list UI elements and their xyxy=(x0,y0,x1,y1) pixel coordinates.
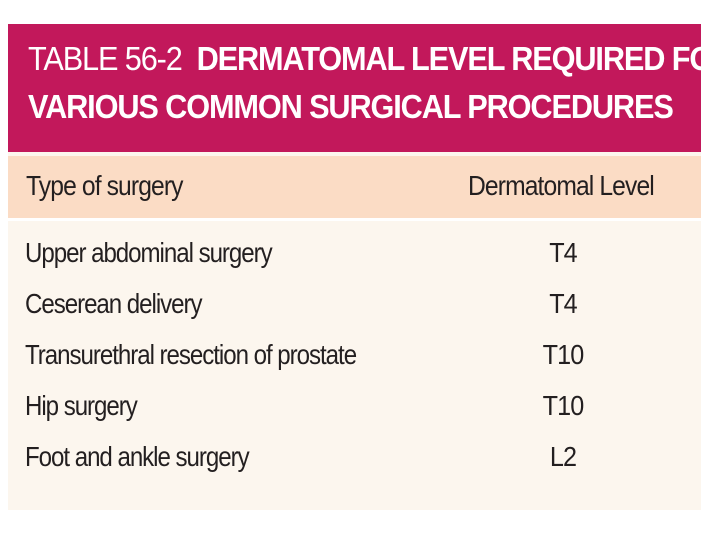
table-title-bar: TABLE 56-2 DERMATOMAL LEVEL REQUIRED FOR… xyxy=(8,24,720,152)
procedure-cell: Foot and ankle surgery xyxy=(25,441,250,472)
header-divider xyxy=(8,218,701,221)
procedure-cell: Upper abdominal surgery xyxy=(25,237,273,268)
table-title-line-2: VARIOUS COMMON SURGICAL PROCEDURES xyxy=(28,88,674,125)
table-row: Hip surgery T10 xyxy=(8,386,701,430)
level-cell: T4 xyxy=(549,288,578,319)
table-number: TABLE 56-2 xyxy=(28,40,183,77)
column-header-row: Type of surgery Dermatomal Level xyxy=(8,156,701,218)
table-title-text-1: DERMATOMAL LEVEL REQUIRED FOR xyxy=(196,40,720,77)
table-row: Upper abdominal surgery T4 xyxy=(8,233,701,277)
procedure-cell: Ceserean delivery xyxy=(25,288,203,319)
procedure-cell: Hip surgery xyxy=(25,390,138,421)
level-cell: L2 xyxy=(549,441,577,472)
procedure-cell: Transurethral resection of prostate xyxy=(25,339,357,370)
dermatomal-level-table: TABLE 56-2 DERMATOMAL LEVEL REQUIRED FOR… xyxy=(8,24,720,510)
level-cell: T10 xyxy=(542,339,585,370)
column-header-type: Type of surgery xyxy=(26,170,184,201)
table-title-line-1: TABLE 56-2 DERMATOMAL LEVEL REQUIRED FOR xyxy=(28,40,720,78)
table-row: Transurethral resection of prostate T10 xyxy=(8,335,701,379)
level-cell: T10 xyxy=(542,390,585,421)
level-cell: T4 xyxy=(549,237,578,268)
table-row: Foot and ankle surgery L2 xyxy=(8,437,701,481)
table-row: Ceserean delivery T4 xyxy=(8,284,701,328)
column-header-level: Dermatomal Level xyxy=(468,170,655,201)
